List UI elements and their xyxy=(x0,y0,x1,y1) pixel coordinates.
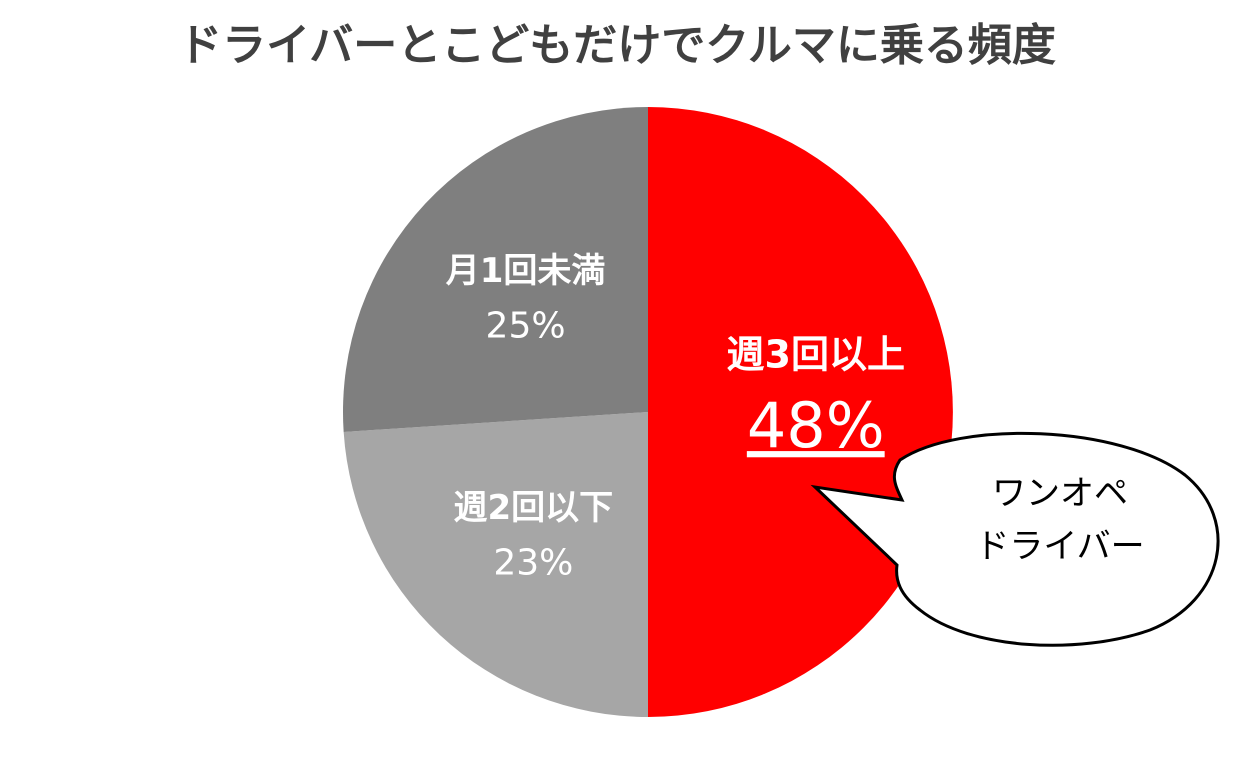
slice-label: 週2回以下 xyxy=(453,488,613,528)
callout-bubble xyxy=(810,431,1220,647)
pie-slice xyxy=(648,107,953,717)
value-label: 48% xyxy=(747,389,885,462)
pie-slice xyxy=(343,412,648,717)
callout-text: ドライバー xyxy=(975,527,1144,567)
chart-title: ドライバーとこどもだけでクルマに乗る頻度 xyxy=(178,20,1056,71)
slice-label: 週3回以上 xyxy=(727,333,905,377)
value-label: 25% xyxy=(486,305,566,346)
pie-slice xyxy=(343,107,648,432)
pie xyxy=(343,107,953,717)
callout-text: ワンオペ xyxy=(992,474,1128,514)
value-label: 23% xyxy=(493,542,573,583)
slice-label: 月1回未満 xyxy=(446,251,606,291)
